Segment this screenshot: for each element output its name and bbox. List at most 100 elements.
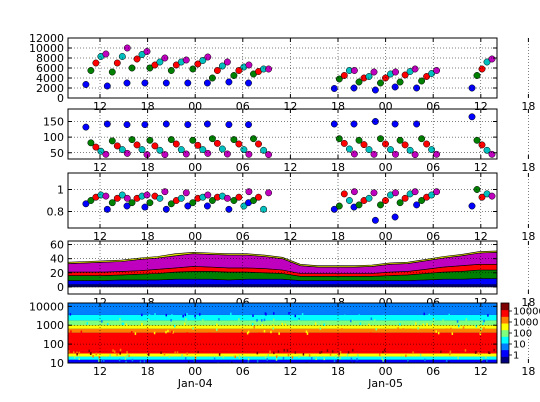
point bbox=[401, 71, 409, 79]
heatmap-speck bbox=[119, 317, 121, 321]
heatmap-speck bbox=[187, 360, 190, 363]
point bbox=[82, 81, 90, 88]
point bbox=[245, 79, 252, 87]
heatmap-speck bbox=[426, 323, 428, 326]
point bbox=[203, 202, 211, 210]
point bbox=[189, 199, 197, 207]
point bbox=[143, 151, 151, 159]
heatmap-speck bbox=[121, 322, 124, 326]
colorbar-tick-label: 1 bbox=[513, 351, 519, 362]
heatmap-speck bbox=[428, 313, 430, 317]
colorbar-segment bbox=[501, 343, 509, 351]
plot-area bbox=[82, 113, 496, 159]
heatmap-speck bbox=[183, 322, 186, 326]
heatmap-speck bbox=[382, 359, 384, 362]
point bbox=[199, 146, 207, 154]
heatmap-speck bbox=[397, 327, 399, 330]
point bbox=[182, 189, 190, 197]
point bbox=[377, 79, 384, 87]
y-tick-label: 2000 bbox=[36, 82, 64, 95]
point bbox=[468, 84, 476, 92]
x-tick-label: 06 bbox=[426, 100, 440, 113]
heatmap-speck bbox=[294, 351, 297, 354]
point bbox=[350, 120, 358, 128]
point bbox=[240, 146, 248, 154]
heatmap-speck bbox=[451, 332, 454, 335]
point bbox=[335, 75, 343, 83]
heatmap-speck bbox=[78, 357, 80, 361]
colorbar-segment bbox=[501, 356, 509, 364]
point bbox=[488, 150, 496, 158]
grid bbox=[68, 37, 529, 99]
point bbox=[360, 141, 368, 149]
point bbox=[365, 73, 373, 80]
heatmap-speck bbox=[448, 313, 450, 317]
heatmap-speck bbox=[247, 361, 250, 363]
point bbox=[418, 197, 426, 204]
point bbox=[365, 194, 373, 202]
point bbox=[235, 67, 243, 74]
point bbox=[194, 60, 202, 68]
point bbox=[151, 61, 159, 69]
heatmap-speck bbox=[122, 322, 125, 326]
x-tick-label: 06 bbox=[236, 365, 250, 378]
heatmap-speck bbox=[319, 327, 322, 330]
heatmap-speck bbox=[431, 323, 434, 327]
heatmap-speck bbox=[350, 361, 352, 363]
point bbox=[355, 201, 363, 209]
point bbox=[133, 55, 141, 63]
heatmap-speck bbox=[100, 359, 103, 362]
heatmap-speck bbox=[445, 328, 448, 331]
x-tick-label: 06 bbox=[426, 230, 440, 243]
heatmap-speck bbox=[68, 350, 70, 353]
colorbar-tick-label: 1000 bbox=[513, 318, 538, 329]
colorbar-tick-label: 10000 bbox=[513, 307, 540, 318]
point bbox=[208, 135, 216, 143]
heatmap-speck bbox=[218, 318, 220, 321]
heatmap-band-2 bbox=[68, 353, 497, 357]
colorbar: 110100100010000 bbox=[500, 302, 540, 364]
point bbox=[370, 68, 378, 76]
heatmap-speck bbox=[383, 348, 386, 352]
heatmap-speck bbox=[458, 324, 460, 328]
heatmap-speck bbox=[486, 359, 488, 362]
heatmap-speck bbox=[480, 358, 483, 361]
heatmap-speck bbox=[437, 331, 440, 335]
heatmap-speck bbox=[465, 318, 468, 321]
point bbox=[189, 136, 197, 144]
plot-area bbox=[82, 44, 496, 94]
heatmap-speck bbox=[193, 359, 196, 362]
heatmap-speck bbox=[124, 357, 127, 360]
point bbox=[411, 65, 419, 73]
x-tick-label: 18 bbox=[331, 100, 345, 113]
point bbox=[413, 201, 421, 209]
heatmap-band-0 bbox=[68, 359, 497, 363]
grid bbox=[68, 241, 529, 294]
heatmap-speck bbox=[130, 331, 133, 334]
heatmap-speck bbox=[76, 351, 78, 355]
heatmap-speck bbox=[247, 357, 250, 361]
point bbox=[223, 58, 231, 66]
point bbox=[411, 151, 419, 159]
heatmap-speck bbox=[131, 358, 134, 362]
point bbox=[167, 67, 175, 74]
heatmap-speck bbox=[423, 312, 426, 316]
heatmap-speck bbox=[78, 351, 81, 355]
heatmap-speck bbox=[165, 330, 167, 334]
plot-area bbox=[68, 303, 497, 363]
point bbox=[118, 191, 126, 199]
heatmap-speck bbox=[448, 360, 450, 363]
heatmap-speck bbox=[335, 361, 338, 363]
heatmap-speck bbox=[457, 356, 459, 360]
heatmap-speck bbox=[265, 312, 267, 316]
point bbox=[167, 200, 175, 208]
heatmap-speck bbox=[199, 313, 201, 316]
colorbar-tick-label: 10 bbox=[513, 340, 526, 351]
point bbox=[350, 67, 358, 74]
heatmap-speck bbox=[301, 313, 304, 316]
point bbox=[138, 51, 146, 58]
point bbox=[387, 146, 394, 154]
point bbox=[225, 78, 233, 86]
heatmap-speck bbox=[269, 350, 271, 353]
